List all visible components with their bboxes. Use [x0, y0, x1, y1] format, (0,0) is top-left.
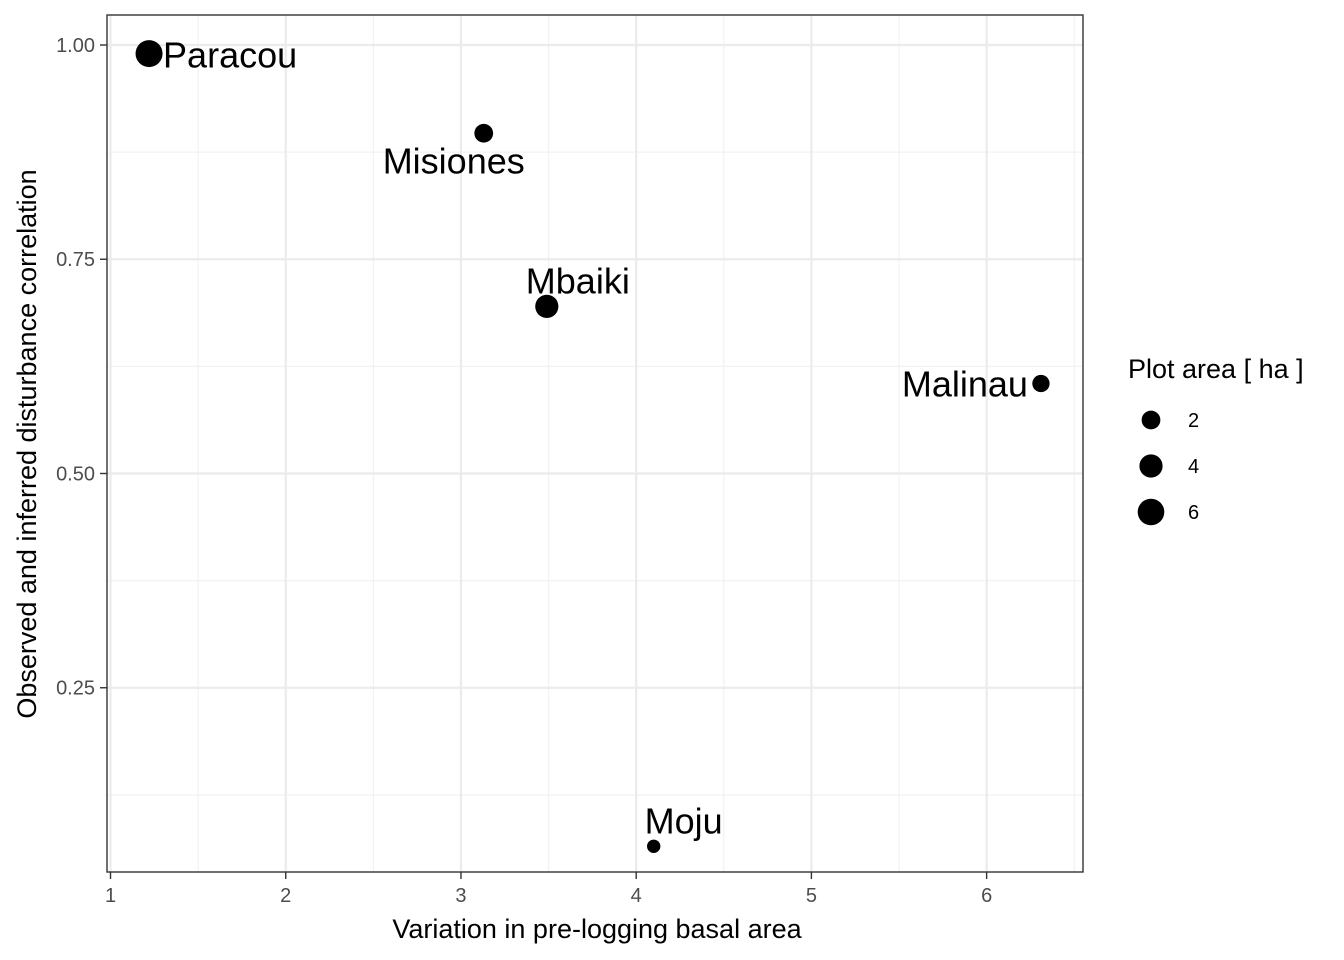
data-points — [135, 40, 1050, 853]
x-axis: 1 2 3 4 5 6 — [105, 872, 992, 907]
minor-gridlines — [107, 15, 1083, 872]
data-point — [535, 294, 559, 318]
legend-key-label: 2 — [1188, 410, 1199, 432]
x-tick-label: 1 — [105, 885, 116, 907]
size-legend: Plot area [ ha ] 2 4 6 — [1128, 354, 1304, 526]
data-point — [1032, 374, 1050, 393]
x-tick-label: 5 — [806, 885, 817, 907]
data-point — [647, 839, 661, 853]
y-tick-label: 0.50 — [56, 463, 95, 485]
y-tick-label: 1.00 — [56, 35, 95, 57]
point-label: Misiones — [383, 140, 525, 181]
x-axis-title: Variation in pre-logging basal area — [392, 914, 802, 944]
panel-border — [106, 14, 1084, 873]
legend-title: Plot area [ ha ] — [1128, 354, 1304, 384]
point-label: Paracou — [163, 35, 297, 76]
x-tick-label: 2 — [280, 885, 291, 907]
point-label: Moju — [645, 800, 723, 841]
legend-items: 2 4 6 — [1137, 410, 1199, 526]
y-tick-label: 0.75 — [56, 249, 95, 271]
legend-key-circle — [1141, 410, 1161, 430]
legend-key-label: 6 — [1188, 502, 1199, 524]
legend-key-circle — [1139, 454, 1163, 478]
y-axis-title: Observed and inferred disturbance correl… — [12, 169, 42, 718]
y-tick-label: 0.25 — [56, 678, 95, 700]
x-tick-label: 4 — [631, 885, 642, 907]
x-tick-label: 3 — [455, 885, 466, 907]
legend-key-circle — [1137, 498, 1165, 526]
data-point — [474, 123, 494, 143]
legend-key-label: 4 — [1188, 456, 1199, 478]
major-gridlines — [107, 15, 1083, 872]
point-labels: Paracou Misiones Mbaiki Malinau Moju — [163, 35, 1028, 842]
point-label: Malinau — [902, 364, 1028, 405]
data-point — [135, 40, 163, 68]
x-tick-label: 6 — [981, 885, 992, 907]
y-axis: 0.25 0.50 0.75 1.00 — [56, 35, 107, 700]
point-label: Mbaiki — [526, 260, 630, 301]
